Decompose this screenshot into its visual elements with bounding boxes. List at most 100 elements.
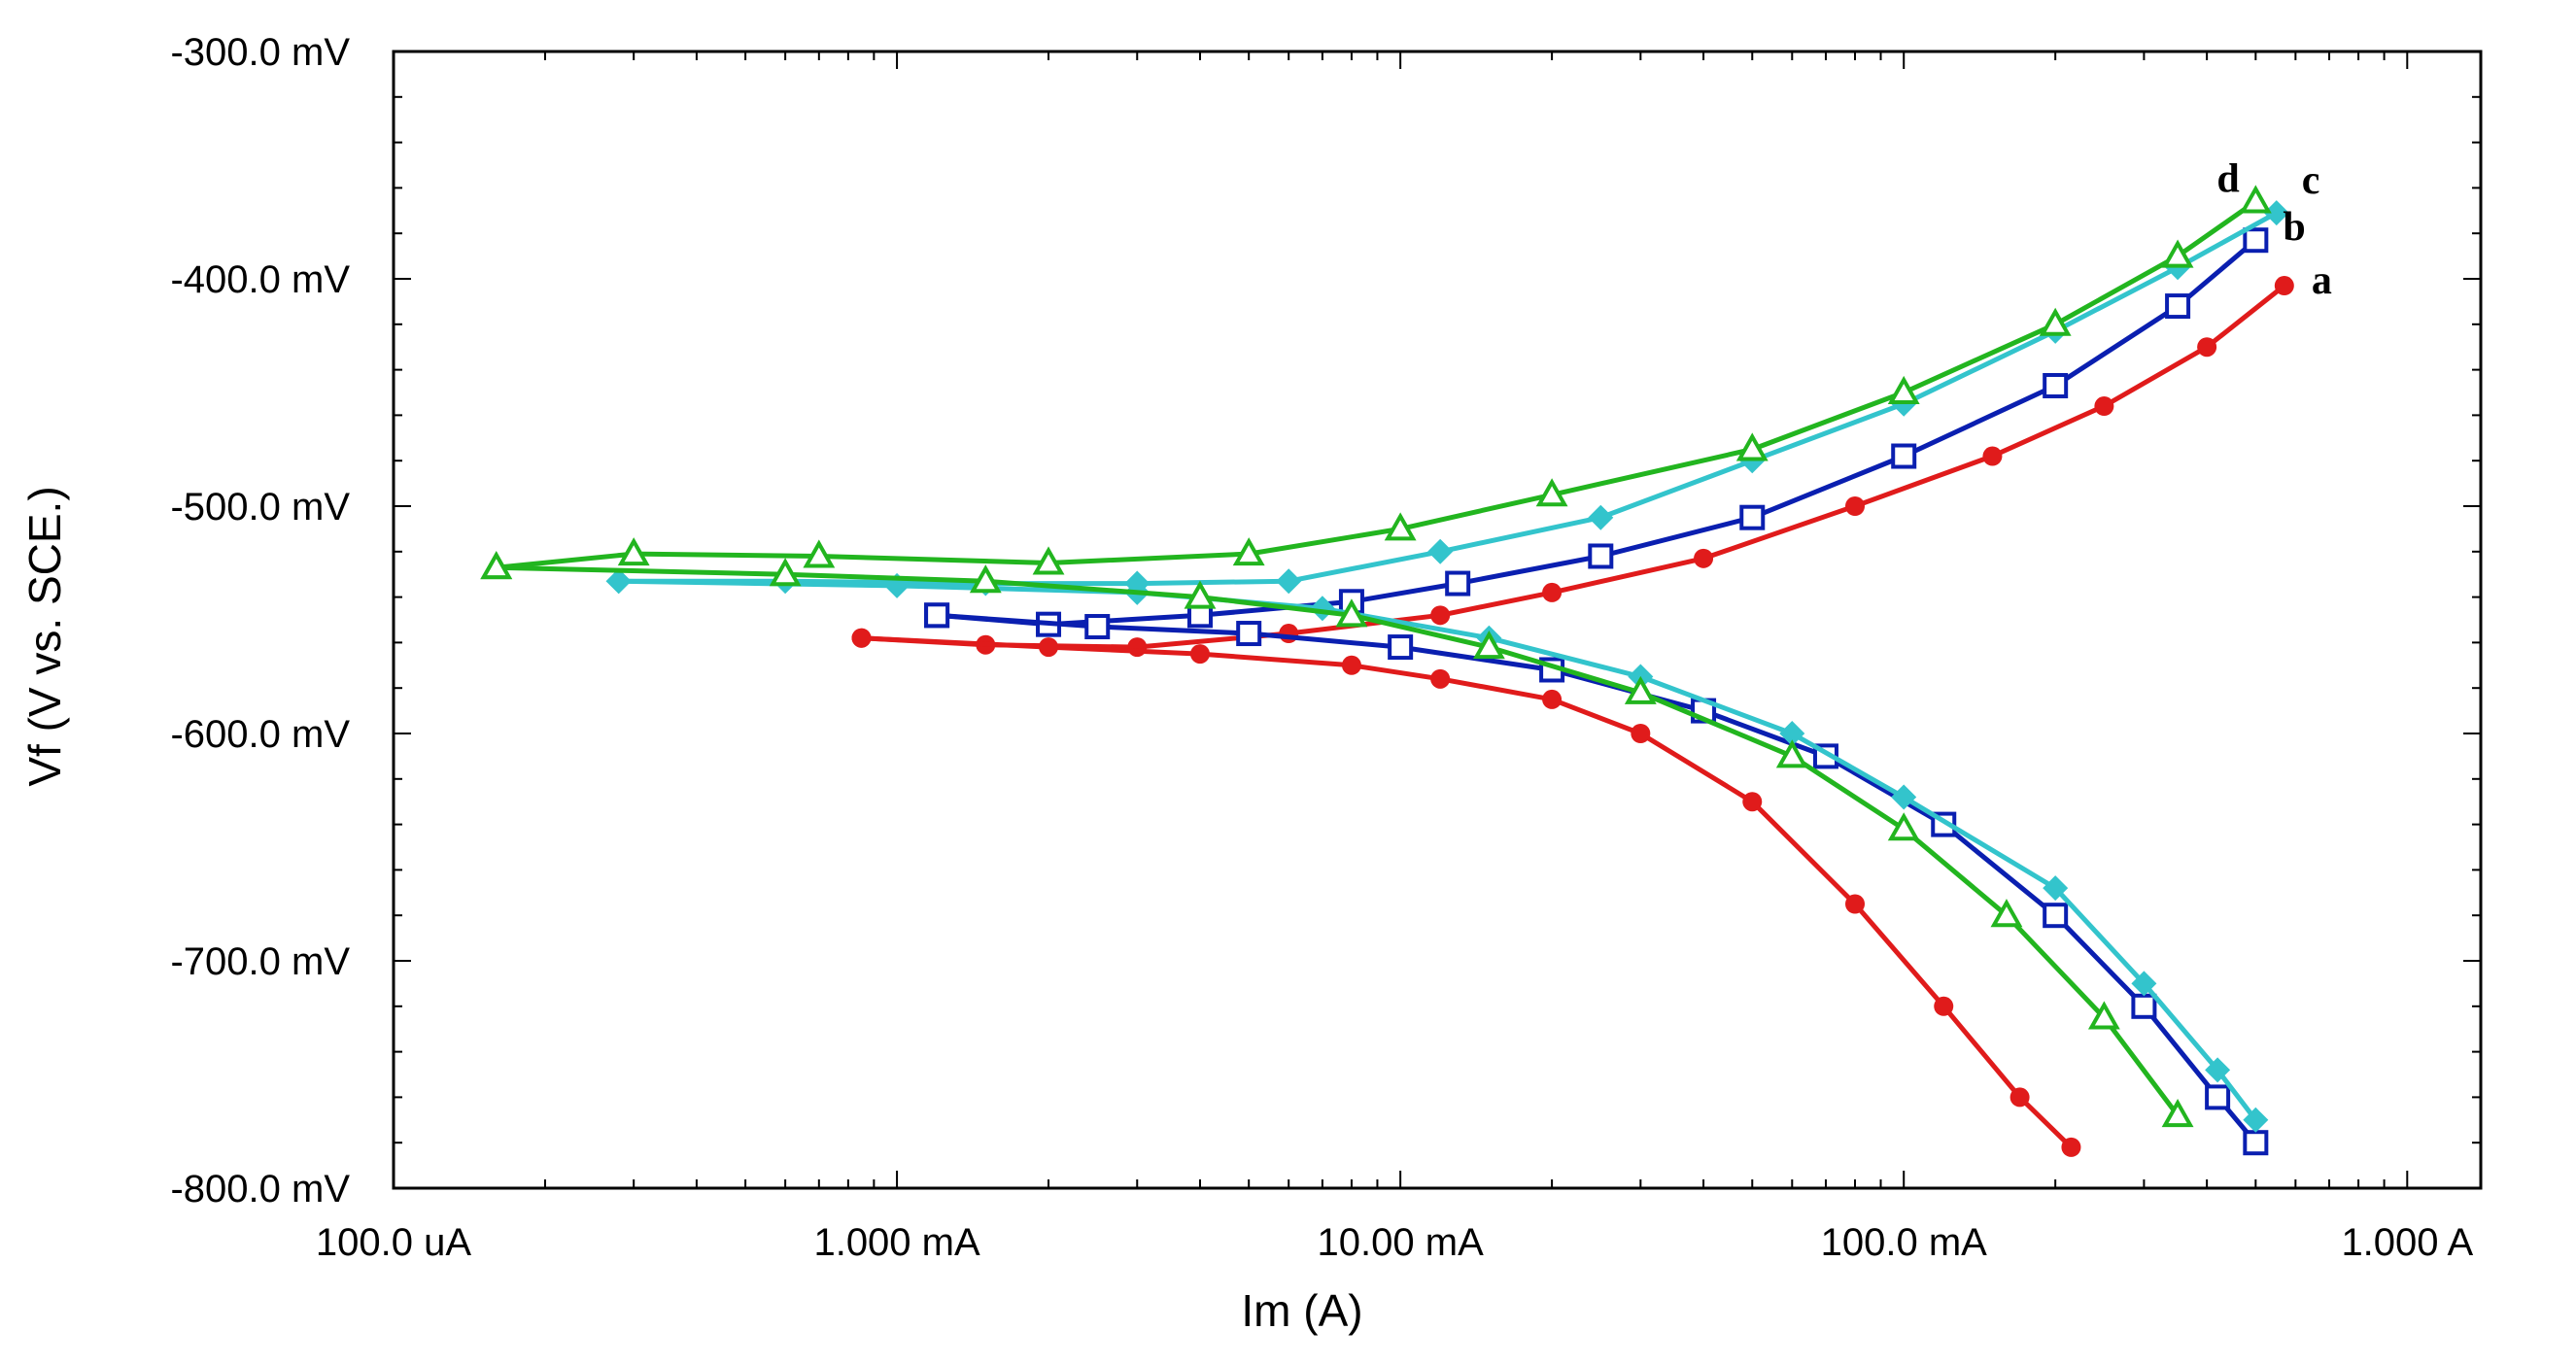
series-a-cathodic-line <box>861 635 2074 1149</box>
x-tick-label: 10.00 mA <box>1318 1221 1485 1264</box>
data-point <box>769 558 802 587</box>
data-point <box>1694 548 1714 568</box>
data-point <box>1341 655 1361 675</box>
series-a-anodic-line <box>861 284 2286 650</box>
data-point <box>2274 276 2294 296</box>
data-point <box>1535 478 1568 507</box>
data-point <box>1427 538 1454 564</box>
data-point <box>1990 899 2023 928</box>
data-point <box>2243 1130 2269 1156</box>
data-point <box>2263 200 2289 226</box>
data-point <box>1279 624 1299 644</box>
x-axis-title: Im (A) <box>1241 1285 1362 1336</box>
data-point <box>2039 307 2072 336</box>
data-point <box>2043 372 2069 398</box>
y-tick-label: -300.0 mV <box>170 31 350 74</box>
data-point <box>1887 375 1920 404</box>
data-point <box>2131 971 2157 997</box>
x-tick-label: 100.0 uA <box>316 1221 471 1264</box>
data-point <box>924 602 950 629</box>
data-point <box>1775 739 1808 768</box>
data-point <box>1934 996 1954 1016</box>
data-point <box>1735 432 1769 461</box>
data-point <box>1845 496 1866 516</box>
series-label-b: b <box>2283 205 2305 250</box>
data-point <box>1739 504 1766 530</box>
data-point <box>2043 875 2069 902</box>
data-point <box>1588 543 1614 569</box>
data-point <box>1084 614 1111 640</box>
series-label-c: c <box>2302 158 2320 203</box>
data-point <box>1891 443 1917 469</box>
y-tick-label: -700.0 mV <box>170 940 350 983</box>
data-point <box>1588 504 1614 530</box>
data-point <box>2205 1057 2231 1083</box>
data-point <box>1232 537 1265 566</box>
data-point <box>1779 721 1805 746</box>
series-b-cathodic-line <box>936 612 2258 1144</box>
data-point <box>1624 675 1657 704</box>
data-point <box>480 551 513 580</box>
data-point <box>1845 894 1866 914</box>
series-label-a: a <box>2312 258 2332 303</box>
data-point <box>2043 903 2069 929</box>
data-point <box>2094 396 2114 417</box>
data-point <box>1542 689 1563 709</box>
y-tick-label: -600.0 mV <box>170 713 350 756</box>
data-point <box>1236 621 1262 647</box>
series-d-cathodic-line <box>496 564 2181 1117</box>
y-tick-label: -400.0 mV <box>170 258 350 301</box>
data-point <box>1631 724 1651 743</box>
data-point <box>1384 512 1417 541</box>
y-axis-title: Vf (V vs. SCE.) <box>19 486 70 786</box>
data-point <box>2205 1084 2231 1110</box>
data-point <box>1276 568 1302 595</box>
minor-ticks <box>393 51 2481 1189</box>
data-point <box>2009 1087 2030 1108</box>
data-point <box>1542 582 1563 602</box>
y-tick-labels: -300.0 mV -400.0 mV -500.0 mV -600.0 mV -700… <box>170 31 350 1211</box>
data-point <box>2165 293 2191 320</box>
series-d-anodic-line <box>496 199 2257 570</box>
series-label-layer: abc d <box>2216 156 2331 303</box>
data-point <box>1445 570 1471 597</box>
data-point <box>2087 1001 2120 1030</box>
data-point <box>803 539 836 568</box>
data-point <box>1742 792 1763 812</box>
data-point <box>1430 605 1451 626</box>
y-tick-label: -800.0 mV <box>170 1168 350 1211</box>
x-tick-labels: 100.0 uA 1.000 mA 10.00 mA 100.0 mA 1.000 A <box>316 1221 2474 1264</box>
data-point <box>1982 446 2003 466</box>
data-point <box>2161 239 2194 268</box>
data-point <box>2131 993 2157 1019</box>
data-point <box>2243 227 2269 254</box>
data-point <box>1388 634 1414 661</box>
data-point <box>1430 668 1451 689</box>
series-d <box>480 185 2272 1128</box>
x-tick-label: 100.0 mA <box>1821 1221 1988 1264</box>
series-layer <box>480 185 2294 1157</box>
data-point <box>2197 337 2217 358</box>
series-c-anodic-line <box>618 210 2279 587</box>
data-point <box>1039 637 1059 658</box>
data-point <box>2061 1137 2081 1157</box>
y-tick-label: -500.0 mV <box>170 486 350 529</box>
data-point <box>851 628 872 648</box>
data-point <box>2243 1107 2269 1133</box>
data-point <box>1472 631 1505 660</box>
data-point <box>1891 784 1917 810</box>
x-tick-label: 1.000 mA <box>813 1221 980 1264</box>
series-label-d: d <box>2216 156 2239 201</box>
data-point <box>1335 598 1368 628</box>
x-tick-label: 1.000 A <box>2341 1221 2473 1264</box>
data-point <box>1887 812 1920 841</box>
data-point <box>617 537 650 566</box>
data-point <box>969 564 1002 594</box>
data-point <box>1189 644 1210 665</box>
series-b <box>924 227 2269 1156</box>
data-point <box>605 568 632 595</box>
data-point <box>1032 546 1065 575</box>
data-point <box>1127 637 1148 658</box>
data-point <box>1184 580 1217 609</box>
